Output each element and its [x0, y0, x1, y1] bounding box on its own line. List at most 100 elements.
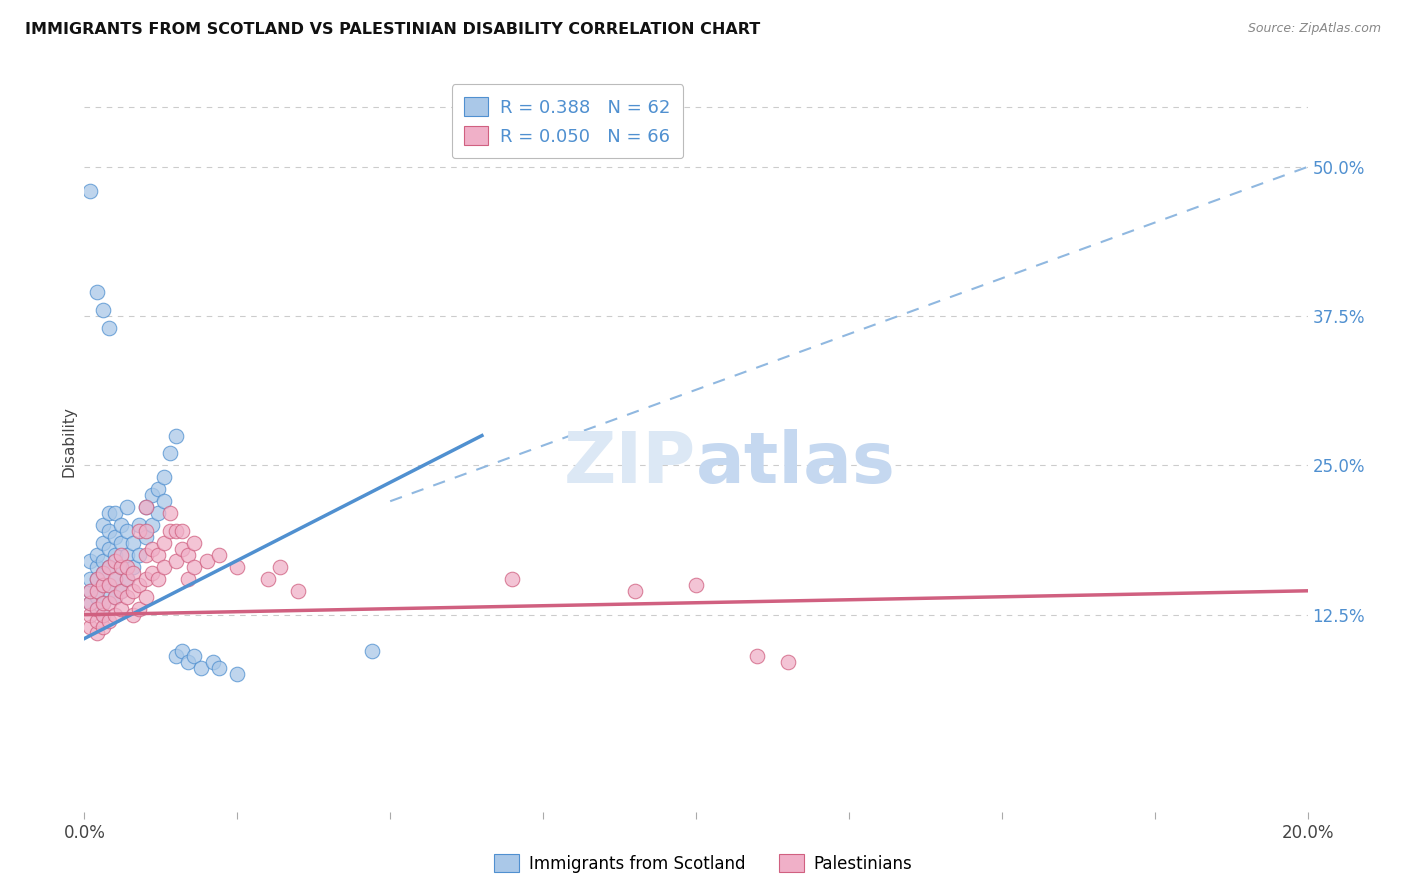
Point [172, 541, 194, 556]
Point [128, 601, 150, 615]
Point [79, 583, 101, 598]
Point [776, 656, 799, 670]
Text: ZIP: ZIP [564, 429, 696, 499]
Point [172, 643, 194, 657]
Point [115, 572, 138, 586]
Point [177, 656, 200, 670]
Point [110, 583, 132, 598]
Point [91, 596, 114, 610]
Point [153, 560, 176, 574]
Point [141, 518, 163, 533]
Point [79, 583, 101, 598]
Point [172, 524, 194, 538]
Point [115, 572, 138, 586]
Point [159, 506, 181, 520]
Point [79, 619, 101, 633]
Point [91, 607, 114, 622]
Point [135, 500, 157, 515]
Point [115, 548, 138, 562]
Point [104, 572, 127, 586]
Point [86, 601, 108, 615]
Point [146, 548, 169, 562]
Legend: Immigrants from Scotland, Palestinians: Immigrants from Scotland, Palestinians [486, 847, 920, 880]
Point [195, 554, 218, 568]
Point [104, 506, 127, 520]
Point [110, 548, 132, 562]
Point [146, 572, 169, 586]
Point [91, 518, 114, 533]
Point [86, 583, 108, 598]
Point [97, 578, 120, 592]
Point [79, 554, 101, 568]
Point [122, 566, 145, 580]
Point [97, 524, 120, 538]
Point [91, 536, 114, 550]
Point [287, 583, 309, 598]
Point [110, 601, 132, 615]
Point [110, 518, 132, 533]
Point [201, 656, 224, 670]
Point [135, 590, 157, 604]
Point [97, 541, 120, 556]
Text: IMMIGRANTS FROM SCOTLAND VS PALESTINIAN DISABILITY CORRELATION CHART: IMMIGRANTS FROM SCOTLAND VS PALESTINIAN … [25, 22, 761, 37]
Point [91, 554, 114, 568]
Point [135, 500, 157, 515]
Point [177, 548, 200, 562]
Point [208, 548, 231, 562]
Point [257, 572, 280, 586]
Point [115, 560, 138, 574]
Point [135, 530, 157, 544]
Point [91, 566, 114, 580]
Point [86, 625, 108, 640]
Text: atlas: atlas [696, 429, 896, 499]
Text: Source: ZipAtlas.com: Source: ZipAtlas.com [1247, 22, 1381, 36]
Point [86, 285, 108, 300]
Point [115, 524, 138, 538]
Point [183, 536, 205, 550]
Point [97, 506, 120, 520]
Point [91, 619, 114, 633]
Point [183, 560, 205, 574]
Point [624, 583, 647, 598]
Point [110, 536, 132, 550]
Point [110, 583, 132, 598]
Y-axis label: Disability: Disability [60, 406, 76, 477]
Point [86, 548, 108, 562]
Point [153, 470, 176, 484]
Point [122, 560, 145, 574]
Point [91, 303, 114, 318]
Point [91, 578, 114, 592]
Point [146, 506, 169, 520]
Point [208, 661, 231, 675]
Point [747, 649, 769, 664]
Point [86, 572, 108, 586]
Point [159, 524, 181, 538]
Point [79, 184, 101, 198]
Point [104, 530, 127, 544]
Point [97, 614, 120, 628]
Point [165, 649, 187, 664]
Point [104, 590, 127, 604]
Point [110, 560, 132, 574]
Point [153, 494, 176, 508]
Point [91, 596, 114, 610]
Point [104, 548, 127, 562]
Point [79, 607, 101, 622]
Point [141, 541, 163, 556]
Point [226, 560, 249, 574]
Point [177, 572, 200, 586]
Point [128, 518, 150, 533]
Point [128, 578, 150, 592]
Point [115, 590, 138, 604]
Point [122, 536, 145, 550]
Point [104, 607, 127, 622]
Point [91, 566, 114, 580]
Point [97, 560, 120, 574]
Point [128, 548, 150, 562]
Point [165, 554, 187, 568]
Point [141, 488, 163, 502]
Point [104, 554, 127, 568]
Point [86, 590, 108, 604]
Point [97, 583, 120, 598]
Legend: R = 0.388   N = 62, R = 0.050   N = 66: R = 0.388 N = 62, R = 0.050 N = 66 [451, 84, 683, 158]
